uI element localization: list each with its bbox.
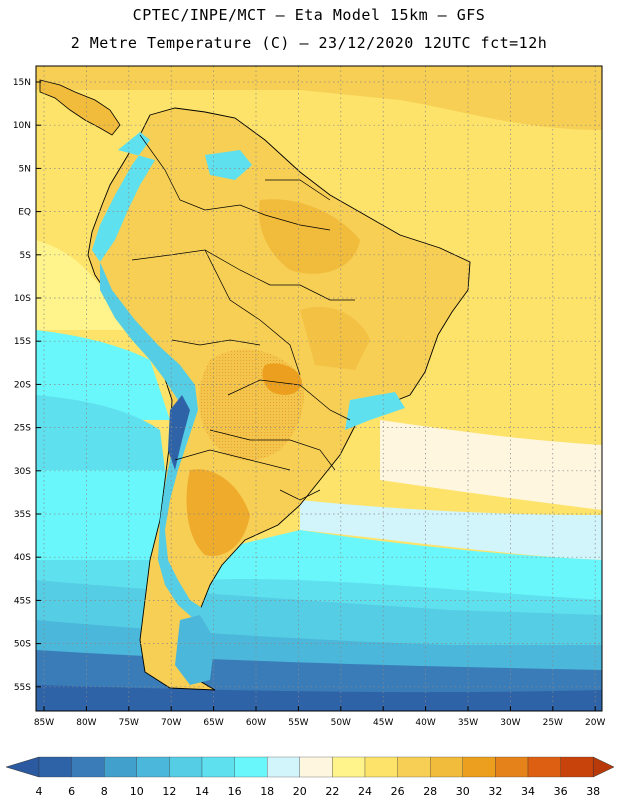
lat-tick-label: 15S: [14, 337, 31, 347]
colorbar-swatch: [234, 756, 268, 778]
colorbar-swatch: [71, 756, 105, 778]
colorbar-label: 26: [391, 785, 405, 798]
lon-tick-label: 50W: [331, 718, 351, 728]
colorbar-label: 16: [228, 785, 242, 798]
colorbar-label: 14: [195, 785, 209, 798]
colorbar-swatch: [332, 756, 366, 778]
colorbar-label: 4: [36, 785, 43, 798]
ocean-band-coastal-pacific: [36, 240, 130, 330]
andes-coldest-peaks: [168, 395, 190, 470]
colorbar-swatch: [267, 756, 300, 778]
lon-tick-label: 60W: [246, 718, 266, 728]
lat-tick-label: 50S: [14, 640, 31, 650]
colorbar-swatch: [169, 756, 203, 778]
lon-tick-label: 85W: [34, 718, 54, 728]
patagonia-warm-region: [186, 469, 250, 556]
colorbar-swatch: [38, 756, 72, 778]
colorbar-label: 28: [423, 785, 437, 798]
ocean-band-pacific-cooler: [36, 395, 165, 470]
lon-tick-label: 80W: [76, 718, 96, 728]
central-america-landmass: [39, 79, 121, 136]
title-line-1: CPTEC/INPE/MCT – Eta Model 15km – GFS: [132, 6, 486, 24]
lat-tick-label: 55S: [14, 683, 31, 693]
colorbar: 4 6 8 10 12 14 16 18 20 22 24 26 28 30 32 34 36 38: [5, 756, 615, 798]
lon-tick-label: 65W: [203, 718, 223, 728]
colorbar-swatch: [430, 756, 463, 778]
colorbar-label: 32: [488, 785, 502, 798]
colorbar-label: 8: [101, 785, 108, 798]
lon-tick-label: 20W: [585, 718, 605, 728]
country-borders: [131, 134, 355, 501]
colorbar-swatch: [104, 756, 137, 778]
lon-tick-label: 70W: [161, 718, 181, 728]
ocean-band-atlantic-18: [300, 500, 602, 560]
hot-spot-30c: [262, 363, 302, 395]
lat-tick-label: 45S: [14, 596, 31, 606]
colorbar-label: 34: [521, 785, 535, 798]
lat-tick-label: 15N: [13, 78, 31, 88]
latitude-labels: 15N 10N 5N EQ 5S 10S 15S 20S 25S 30S 35S 40S 45S 50S 5…: [13, 78, 41, 693]
central-brazil-region: [300, 306, 370, 370]
lon-tick-label: 40W: [415, 718, 435, 728]
ocean-band-pacific-cool: [36, 330, 170, 420]
colorbar-label: 36: [554, 785, 568, 798]
colorbar-swatch: [560, 756, 594, 778]
colorbar-swatch: [397, 756, 431, 778]
lon-tick-label: 35W: [458, 718, 478, 728]
colorbar-swatch: [527, 756, 561, 778]
lat-tick-label: 20S: [14, 380, 31, 390]
colorbar-label: 6: [68, 785, 75, 798]
lat-tick-label: 10S: [14, 294, 31, 304]
colorbar-swatch: [136, 756, 170, 778]
colorbar-swatch: [495, 756, 529, 778]
colorbar-label: 24: [358, 785, 372, 798]
lat-tick-label: EQ: [18, 208, 31, 218]
lat-tick-label: 5N: [19, 164, 31, 174]
colorbar-swatch: [364, 756, 398, 778]
colorbar-label: 22: [325, 785, 339, 798]
colorbar-swatch: [462, 756, 496, 778]
lon-tick-label: 30W: [500, 718, 520, 728]
title-line-2: 2 Metre Temperature (C) – 23/12/2020 12U…: [70, 34, 548, 52]
lat-tick-label: 35S: [14, 510, 31, 520]
colorbar-label: 30: [456, 785, 470, 798]
lon-tick-label: 75W: [119, 718, 139, 728]
colorbar-label: 10: [130, 785, 144, 798]
colorbar-low-arrow: [5, 756, 40, 778]
colorbar-label: 20: [293, 785, 307, 798]
longitude-labels: 85W 80W 75W 70W 65W 60W 55W 50W 45W 40W 35W 30W 25W 2…: [34, 706, 605, 728]
colorbar-label: 38: [586, 785, 600, 798]
tierra-del-fuego-cool: [175, 615, 215, 685]
andes-cold-strip: [100, 262, 205, 620]
colorbar-swatch: [299, 756, 333, 778]
lat-tick-label: 30S: [14, 467, 31, 477]
lon-tick-label: 55W: [288, 718, 308, 728]
plot-frame: [35, 65, 603, 712]
venezuela-highlands-cold: [205, 150, 252, 180]
lat-tick-label: 10N: [13, 121, 31, 131]
ocean-band-atlantic-transition: [380, 420, 602, 510]
lon-tick-label: 45W: [373, 718, 393, 728]
andes-north-cold-strip: [92, 132, 155, 262]
lat-tick-label: 25S: [14, 424, 31, 434]
lon-tick-label: 25W: [543, 718, 563, 728]
colorbar-high-arrow: [592, 756, 615, 778]
lat-tick-label: 5S: [20, 251, 32, 261]
colorbar-swatch: [201, 756, 235, 778]
ocean-band-4: [36, 685, 602, 711]
colorbar-label: 12: [162, 785, 176, 798]
southeast-brazil-cool: [345, 392, 405, 430]
colorbar-label: 18: [260, 785, 274, 798]
map-plot-area: [36, 66, 602, 711]
lat-tick-label: 40S: [14, 553, 31, 563]
